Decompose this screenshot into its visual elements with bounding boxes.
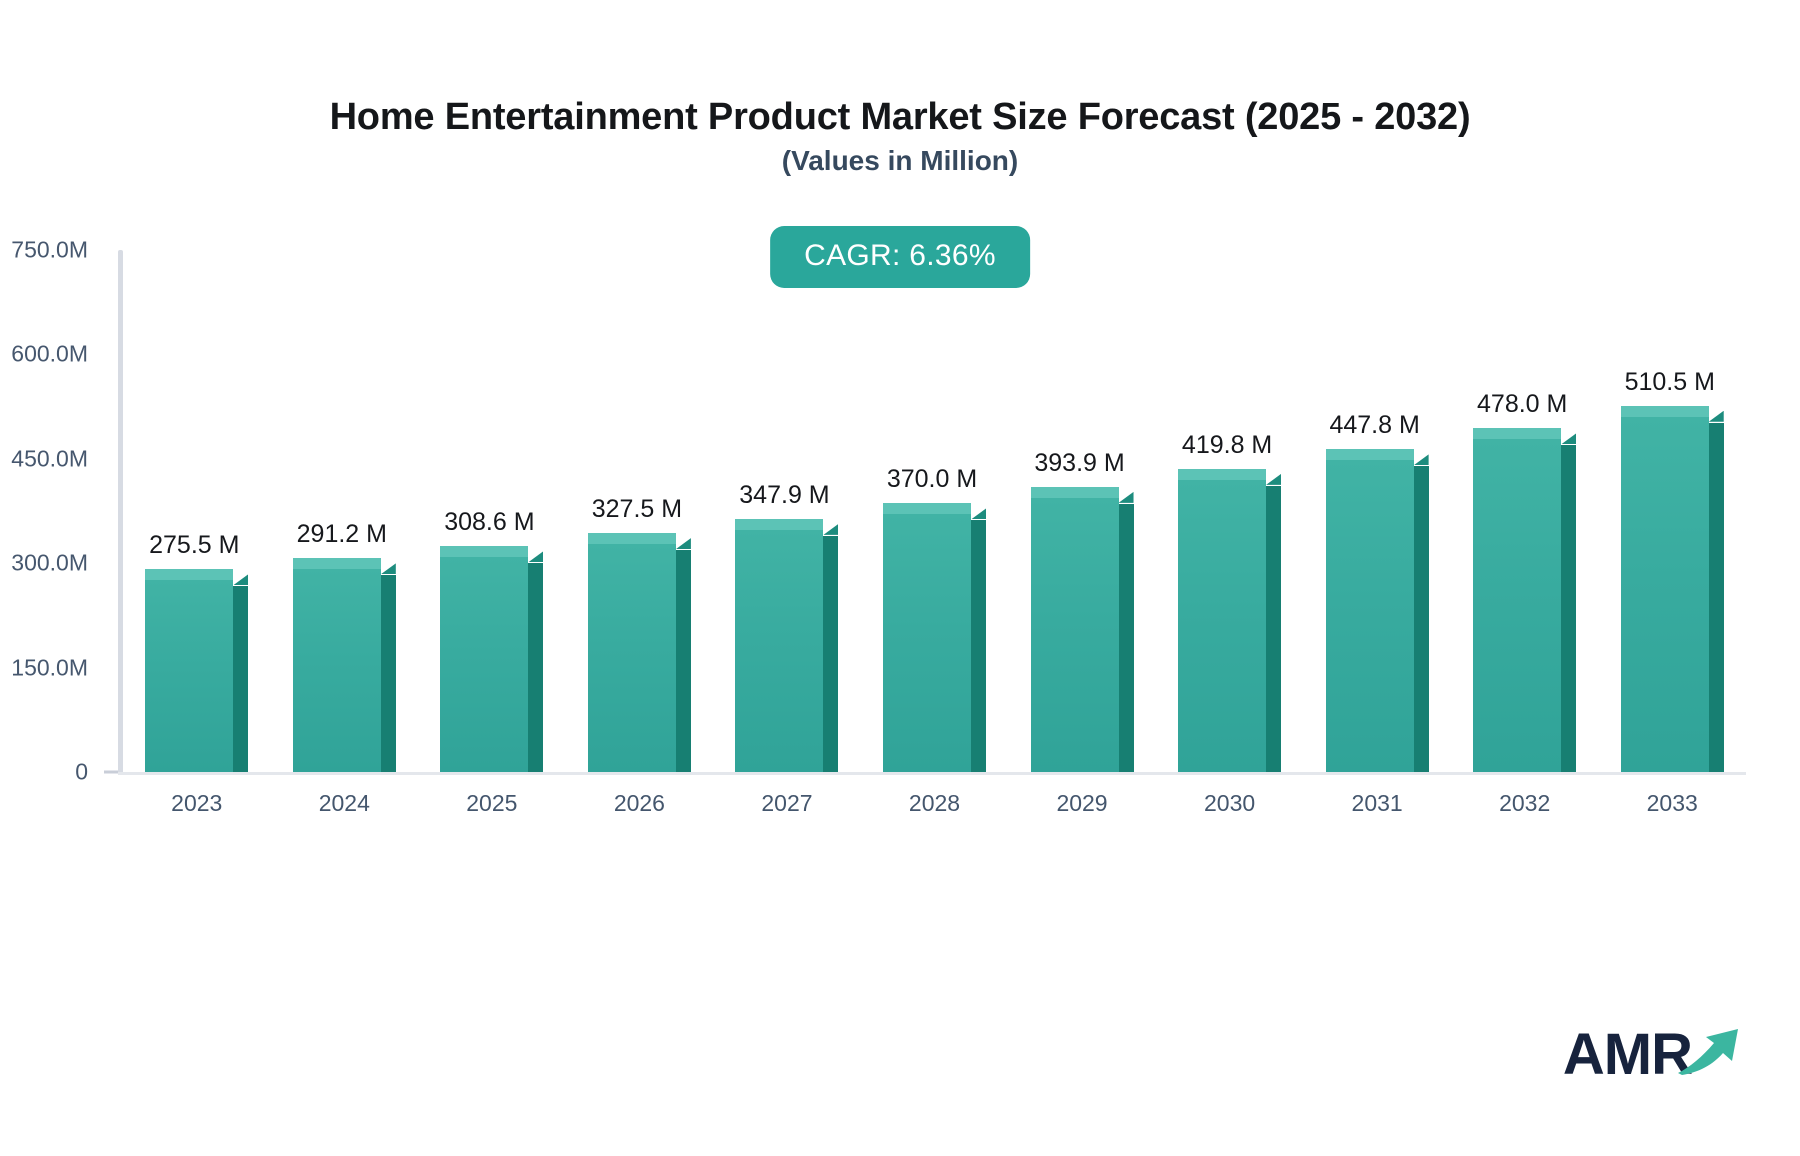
bar-value-label: 447.8 M <box>1329 411 1420 440</box>
x-axis-tick-label: 2025 <box>466 790 518 816</box>
bar-column[interactable]: 447.8 M <box>1303 250 1451 772</box>
bar-side-face <box>1118 503 1134 772</box>
bar-top-face <box>1325 449 1414 461</box>
bar-top-bevel <box>1118 491 1134 503</box>
bar-value-label: 327.5 M <box>591 495 683 524</box>
bar-front-face <box>145 580 234 772</box>
bar-side-face <box>1413 466 1429 772</box>
bar-top-face <box>1030 486 1119 498</box>
bar-value-label: 291.2 M <box>296 520 387 549</box>
x-axis-line <box>118 772 1746 775</box>
bar-column[interactable]: 291.2 M <box>271 250 419 772</box>
bar-front-face <box>1030 497 1119 772</box>
x-axis-tick-label: 2031 <box>1351 790 1403 816</box>
bar-top-face <box>587 533 676 545</box>
y-axis-tick-label: 0 <box>75 758 88 785</box>
bar-top-face <box>1473 428 1562 440</box>
x-axis-tick-label: 2028 <box>908 790 961 816</box>
y-axis-tick-label: 150.0M <box>11 654 88 681</box>
y-axis-line <box>118 250 123 774</box>
x-axis-tick-label: 2030 <box>1203 790 1256 816</box>
bar-side-face <box>970 520 986 772</box>
bar-series: 275.5 M 291.2 M 308.6 M 327.5 M 347.9 M 370.0… <box>123 250 1746 772</box>
bar-front-face <box>1178 479 1267 772</box>
bar-value-label: 393.9 M <box>1034 448 1125 477</box>
bar-top-bevel <box>233 574 249 586</box>
y-axis-tick-label: 750.0M <box>11 236 88 263</box>
bar-top-bevel <box>528 551 544 563</box>
x-axis-tick-label: 2027 <box>761 790 813 816</box>
x-axis-tick-label: 2029 <box>1056 790 1108 816</box>
bar-front-face <box>587 544 676 772</box>
y-axis-tick-mark <box>104 770 118 774</box>
bar-value-label: 510.5 M <box>1624 367 1715 396</box>
bar-value-label: 478.0 M <box>1477 390 1568 419</box>
bar-front-face <box>735 529 824 772</box>
y-axis-tick-label: 300.0M <box>11 549 88 576</box>
bar-front-face <box>292 569 381 772</box>
bar-value-label: 419.8 M <box>1181 430 1273 459</box>
bar-column[interactable]: 347.9 M <box>713 250 861 772</box>
bar-top-bevel <box>1561 433 1577 445</box>
bar-column[interactable]: 308.6 M <box>418 250 566 772</box>
bar-top-bevel <box>823 523 839 535</box>
bar-value-label: 347.9 M <box>739 480 830 509</box>
bar-top-bevel <box>380 563 396 575</box>
x-axis-tick-label: 2024 <box>318 790 370 816</box>
bar-value-label: 308.6 M <box>444 508 535 537</box>
bar-column[interactable]: 275.5 M <box>123 250 271 772</box>
bar-front-face <box>440 557 529 772</box>
bar-top-face <box>882 503 971 515</box>
x-axis-tick-label: 2023 <box>171 790 223 816</box>
cagr-badge: CAGR: 6.36% <box>770 226 1030 288</box>
x-axis-tick-label: 2033 <box>1646 790 1698 816</box>
bar-side-face <box>528 563 544 772</box>
amr-logo: AMR <box>1563 1023 1742 1084</box>
bar-front-face <box>1620 416 1709 772</box>
bar-side-face <box>1561 445 1577 772</box>
bar-column[interactable]: 478.0 M <box>1451 250 1599 772</box>
y-axis-tick-label: 600.0M <box>11 340 88 367</box>
bar-top-face <box>1178 468 1267 480</box>
bar-side-face <box>675 550 691 772</box>
bar-top-bevel <box>970 508 986 520</box>
bar-top-face <box>292 558 381 570</box>
bar-column[interactable]: 510.5 M <box>1598 250 1746 772</box>
bar-side-face <box>1708 422 1724 772</box>
page-title: Home Entertainment Product Market Size F… <box>329 96 1471 138</box>
bar-column[interactable]: 370.0 M <box>861 250 1009 772</box>
bar-top-bevel <box>1413 454 1429 466</box>
bar-top-bevel <box>1708 410 1724 422</box>
bar-value-label: 370.0 M <box>886 465 978 494</box>
bar-front-face <box>1473 439 1562 772</box>
bar-top-face <box>145 569 234 581</box>
bar-column[interactable]: 393.9 M <box>1008 250 1156 772</box>
bar-top-bevel <box>1266 473 1282 485</box>
bar-top-face <box>440 546 529 558</box>
x-axis-tick-label: 2032 <box>1499 790 1551 816</box>
x-axis-tick-label: 2026 <box>613 790 665 816</box>
bar-top-face <box>735 518 824 530</box>
bar-front-face <box>1325 460 1414 772</box>
bar-front-face <box>882 514 971 772</box>
bar-top-face <box>1620 405 1709 417</box>
bar-side-face <box>233 586 249 772</box>
bar-side-face <box>380 575 396 772</box>
y-axis-tick-label: 450.0M <box>11 445 88 472</box>
bar-value-label: 275.5 M <box>149 531 240 560</box>
amr-logo-text: AMR <box>1562 1022 1693 1087</box>
bar-top-bevel <box>675 538 691 550</box>
trending-up-arrow-icon <box>1676 1023 1742 1080</box>
bar-column[interactable]: 327.5 M <box>566 250 714 772</box>
bar-side-face <box>1266 485 1282 772</box>
bar-column[interactable]: 419.8 M <box>1156 250 1304 772</box>
bar-side-face <box>823 535 839 772</box>
chart-subtitle: (Values in Million) <box>781 145 1019 176</box>
